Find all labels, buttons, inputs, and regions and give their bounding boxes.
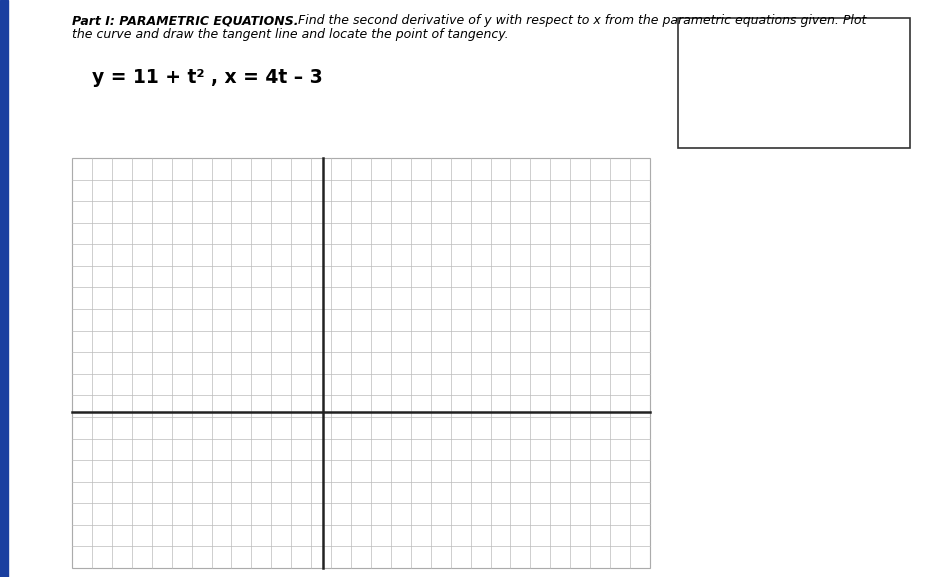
Bar [0,0,8,577]
Bar [72,158,649,568]
Text: the curve and draw the tangent line and locate the point of tangency.: the curve and draw the tangent line and … [72,28,508,41]
Text: Part I: PARAMETRIC EQUATIONS.: Part I: PARAMETRIC EQUATIONS. [72,14,298,27]
Bar [677,18,909,148]
Text: Find the second derivative of y with respect to x from the parametric equations : Find the second derivative of y with res… [294,14,866,27]
Text: y = 11 + t² , x = 4t – 3: y = 11 + t² , x = 4t – 3 [92,68,323,87]
